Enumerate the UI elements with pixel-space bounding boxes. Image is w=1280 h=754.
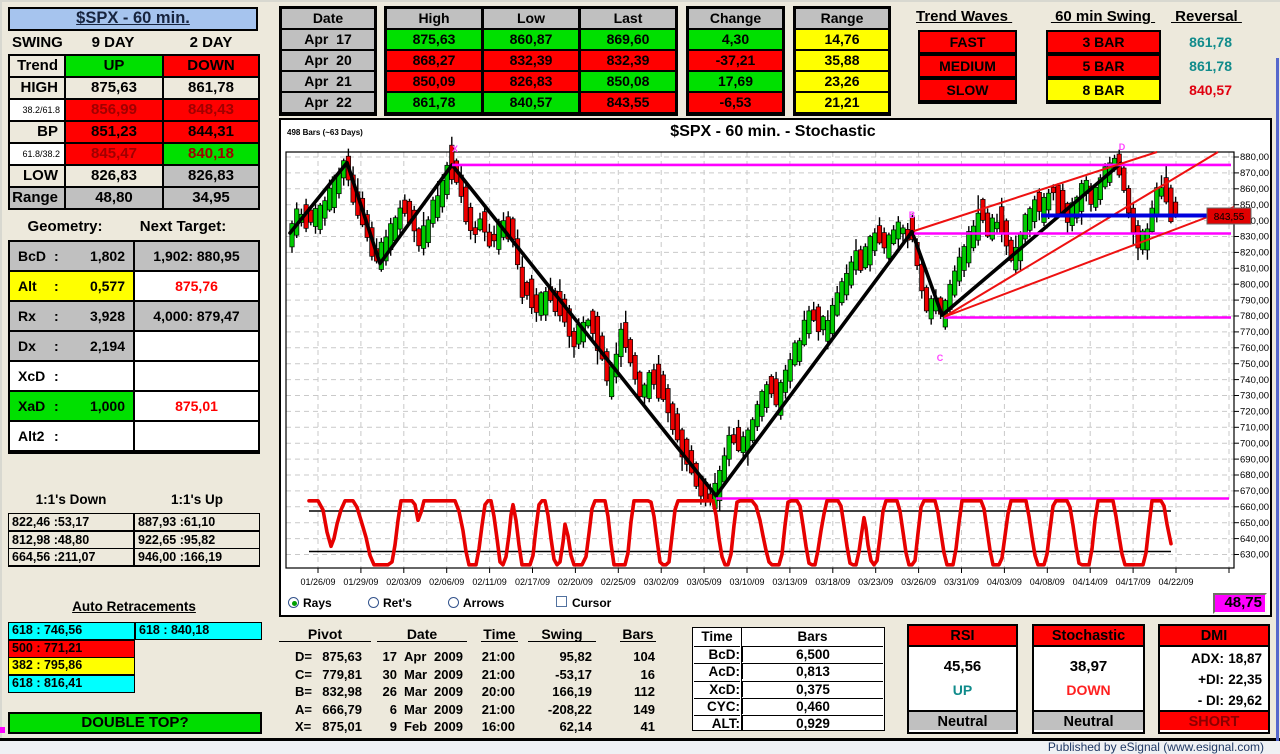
svg-text:03/18/09: 03/18/09 xyxy=(815,577,850,587)
svg-text:700,00: 700,00 xyxy=(1240,438,1269,449)
svg-text:880,00: 880,00 xyxy=(1240,152,1269,163)
svg-text:830,00: 830,00 xyxy=(1240,232,1269,243)
svg-text:04/03/09: 04/03/09 xyxy=(987,577,1022,587)
svg-text:630,00: 630,00 xyxy=(1240,550,1269,561)
svg-text:780,00: 780,00 xyxy=(1240,311,1269,322)
svg-text:790,00: 790,00 xyxy=(1240,295,1269,306)
svg-text:C: C xyxy=(937,353,944,363)
svg-text:03/31/09: 03/31/09 xyxy=(944,577,979,587)
svg-text:03/02/09: 03/02/09 xyxy=(644,577,679,587)
svg-text:740,00: 740,00 xyxy=(1240,375,1269,386)
svg-text:B: B xyxy=(909,210,916,220)
svg-text:02/06/09: 02/06/09 xyxy=(429,577,464,587)
svg-text:X: X xyxy=(452,144,458,154)
svg-text:02/17/09: 02/17/09 xyxy=(515,577,550,587)
svg-text:840,00: 840,00 xyxy=(1240,216,1269,227)
svg-text:04/17/09: 04/17/09 xyxy=(1116,577,1151,587)
svg-text:03/13/09: 03/13/09 xyxy=(772,577,807,587)
svg-text:02/20/09: 02/20/09 xyxy=(558,577,593,587)
svg-text:860,00: 860,00 xyxy=(1240,184,1269,195)
svg-text:680,00: 680,00 xyxy=(1240,470,1269,481)
svg-text:640,00: 640,00 xyxy=(1240,534,1269,545)
svg-text:730,00: 730,00 xyxy=(1240,391,1269,402)
svg-text:03/23/09: 03/23/09 xyxy=(858,577,893,587)
svg-text:650,00: 650,00 xyxy=(1240,518,1269,529)
svg-text:03/05/09: 03/05/09 xyxy=(687,577,722,587)
svg-text:690,00: 690,00 xyxy=(1240,454,1269,465)
svg-text:01/29/09: 01/29/09 xyxy=(343,577,378,587)
svg-text:660,00: 660,00 xyxy=(1240,502,1269,513)
svg-text:870,00: 870,00 xyxy=(1240,168,1269,179)
svg-text:04/14/09: 04/14/09 xyxy=(1073,577,1108,587)
svg-text:$SPX - 60 min. - Stochastic: $SPX - 60 min. - Stochastic xyxy=(670,123,876,140)
svg-text:810,00: 810,00 xyxy=(1240,264,1269,275)
svg-text:02/25/09: 02/25/09 xyxy=(601,577,636,587)
svg-text:498 Bars (~63 Days): 498 Bars (~63 Days) xyxy=(287,128,363,137)
svg-text:670,00: 670,00 xyxy=(1240,486,1269,497)
svg-text:800,00: 800,00 xyxy=(1240,279,1269,290)
svg-text:760,00: 760,00 xyxy=(1240,343,1269,354)
svg-text:720,00: 720,00 xyxy=(1240,407,1269,418)
svg-text:843,55: 843,55 xyxy=(1214,212,1245,223)
svg-text:850,00: 850,00 xyxy=(1240,200,1269,211)
svg-text:04/08/09: 04/08/09 xyxy=(1030,577,1065,587)
svg-text:02/11/09: 02/11/09 xyxy=(472,577,506,587)
svg-text:D: D xyxy=(1119,142,1126,152)
svg-text:710,00: 710,00 xyxy=(1240,423,1269,434)
svg-text:770,00: 770,00 xyxy=(1240,327,1269,338)
svg-text:750,00: 750,00 xyxy=(1240,359,1269,370)
svg-text:03/10/09: 03/10/09 xyxy=(729,577,764,587)
svg-text:02/03/09: 02/03/09 xyxy=(386,577,421,587)
svg-text:01/26/09: 01/26/09 xyxy=(300,577,335,587)
svg-text:04/22/09: 04/22/09 xyxy=(1158,577,1193,587)
svg-text:820,00: 820,00 xyxy=(1240,248,1269,259)
svg-text:03/26/09: 03/26/09 xyxy=(901,577,936,587)
